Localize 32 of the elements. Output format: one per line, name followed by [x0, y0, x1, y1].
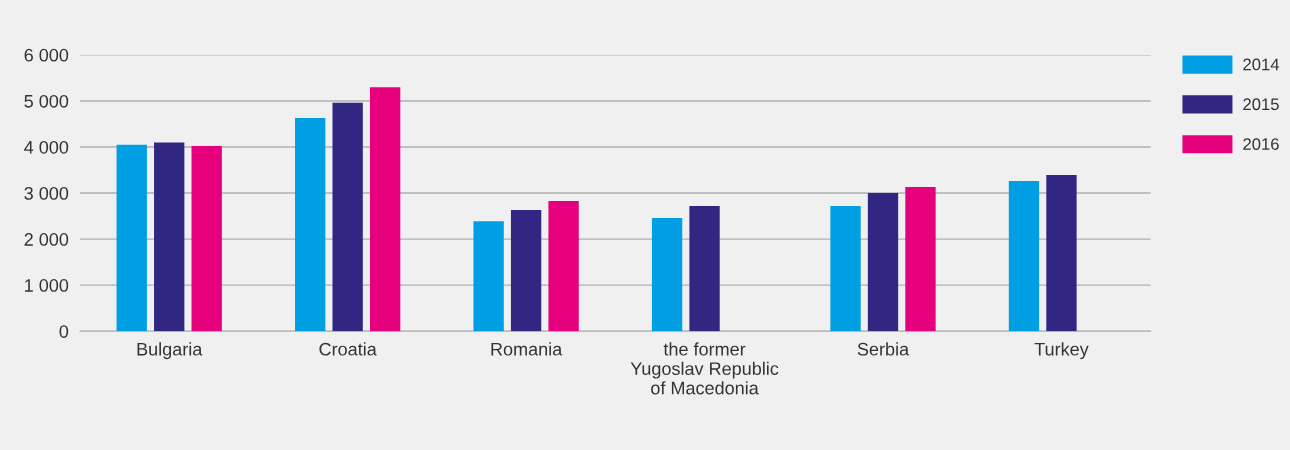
- y-tick-label: 4 000: [24, 140, 69, 154]
- bar: [1008, 181, 1040, 332]
- bar: [905, 187, 936, 332]
- bar: [369, 87, 401, 332]
- y-tick-label: 1 000: [25, 279, 69, 292]
- x-tick-label: Serbia: [857, 342, 910, 356]
- y-tick-label: 2 000: [24, 233, 69, 246]
- x-tick-label: Bulgaria: [137, 342, 203, 360]
- bar: [867, 193, 899, 332]
- y-tick-label: 0: [59, 325, 69, 338]
- legend-label: 2015: [1243, 98, 1279, 111]
- y-tick-label: 6 000: [24, 48, 69, 62]
- x-tick-label: Romania: [491, 342, 563, 356]
- bar: [689, 205, 720, 332]
- y-tick-label: 3 000: [24, 186, 69, 200]
- bar: [295, 117, 326, 332]
- bar: [510, 210, 542, 332]
- x-tick-label: Turkey: [1034, 342, 1089, 360]
- y-tick-label: 5 000: [24, 94, 69, 108]
- bar: [154, 142, 185, 332]
- bar: [191, 146, 222, 332]
- bar: [548, 200, 579, 332]
- bar: [830, 205, 861, 332]
- legend-label: 2014: [1243, 58, 1280, 71]
- bar: [1046, 175, 1077, 332]
- bar: [332, 102, 363, 332]
- x-tick-label: Croatia: [319, 342, 377, 356]
- bar: [473, 221, 504, 332]
- legend-label: 2016: [1243, 138, 1279, 150]
- bar: [651, 217, 683, 332]
- bar: [116, 144, 147, 332]
- x-tick-label: the former Yugoslav Republic of Macedonia: [630, 342, 779, 395]
